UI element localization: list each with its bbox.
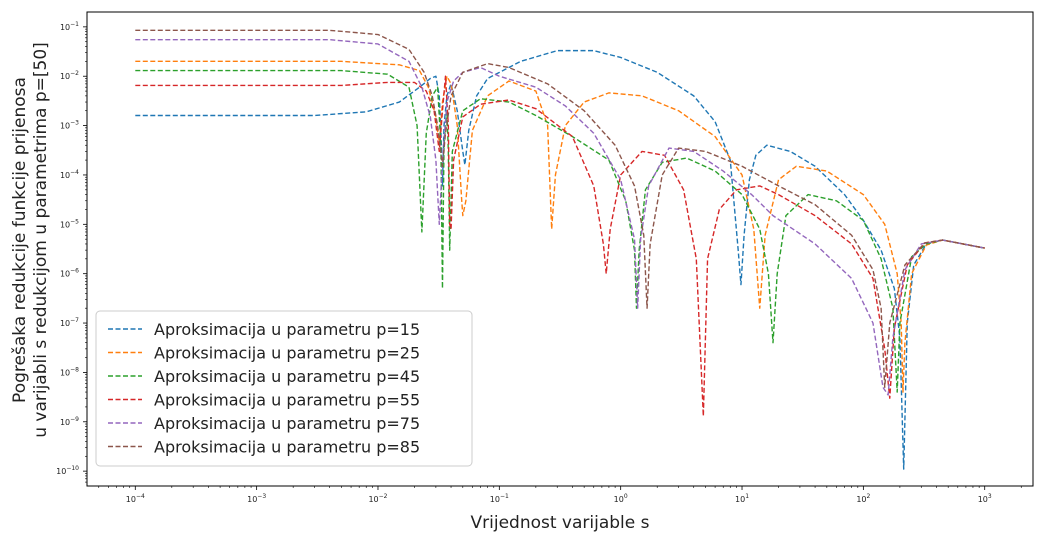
legend-entry-label: Aproksimacija u parametru p=55	[154, 391, 420, 410]
y-tick-label: 10−1	[60, 21, 79, 32]
y-tick-label: 10−3	[60, 120, 79, 131]
y-tick-label: 10−5	[60, 218, 79, 229]
y-tick-label: 10−10	[56, 465, 79, 476]
legend-entry-label: Aproksimacija u parametru p=45	[154, 367, 420, 386]
x-tick-label: 10−2	[368, 493, 387, 504]
y-tick-label: 10−6	[60, 268, 79, 279]
axes-frame	[86, 11, 1034, 487]
series-line-6	[135, 29, 985, 388]
x-tick-label: 10−4	[126, 493, 145, 504]
x-tick-label: 100	[614, 493, 628, 504]
y-tick-label: 10−8	[60, 366, 79, 377]
y-tick-label: 10−2	[60, 70, 79, 81]
x-tick-label: 10−1	[490, 493, 509, 504]
x-tick-label: 101	[735, 493, 749, 504]
legend-box	[95, 310, 473, 467]
series-line-2	[135, 60, 985, 393]
x-tick-label: 102	[856, 493, 870, 504]
legend-entry-label: Aproksimacija u parametru p=25	[154, 344, 420, 363]
plot-lines	[135, 29, 985, 470]
x-tick-label: 10−3	[247, 493, 266, 504]
y-axis-label-line-1: Pogrešaka redukcije funkcije prijenosa	[10, 77, 30, 403]
y-axis-label-line-2: u varijabli s redukcijom u parametrima p…	[31, 42, 51, 438]
legend-entry-label: Aproksimacija u parametru p=85	[154, 438, 420, 457]
series-line-4	[135, 75, 985, 417]
y-tick-label: 10−9	[60, 416, 79, 427]
series-line-1	[135, 49, 985, 470]
x-axis-label: Vrijednost varijable s	[471, 513, 650, 533]
legend: Aproksimacija u parametru p=15 Aproksimac…	[95, 310, 473, 467]
x-tick-label: 103	[978, 493, 992, 504]
y-tick-label: 10−7	[60, 317, 79, 328]
legend-entry-label: Aproksimacija u parametru p=15	[154, 320, 420, 339]
y-tick-label: 10−4	[60, 169, 79, 180]
legend-entry-label: Aproksimacija u parametru p=75	[154, 414, 420, 433]
